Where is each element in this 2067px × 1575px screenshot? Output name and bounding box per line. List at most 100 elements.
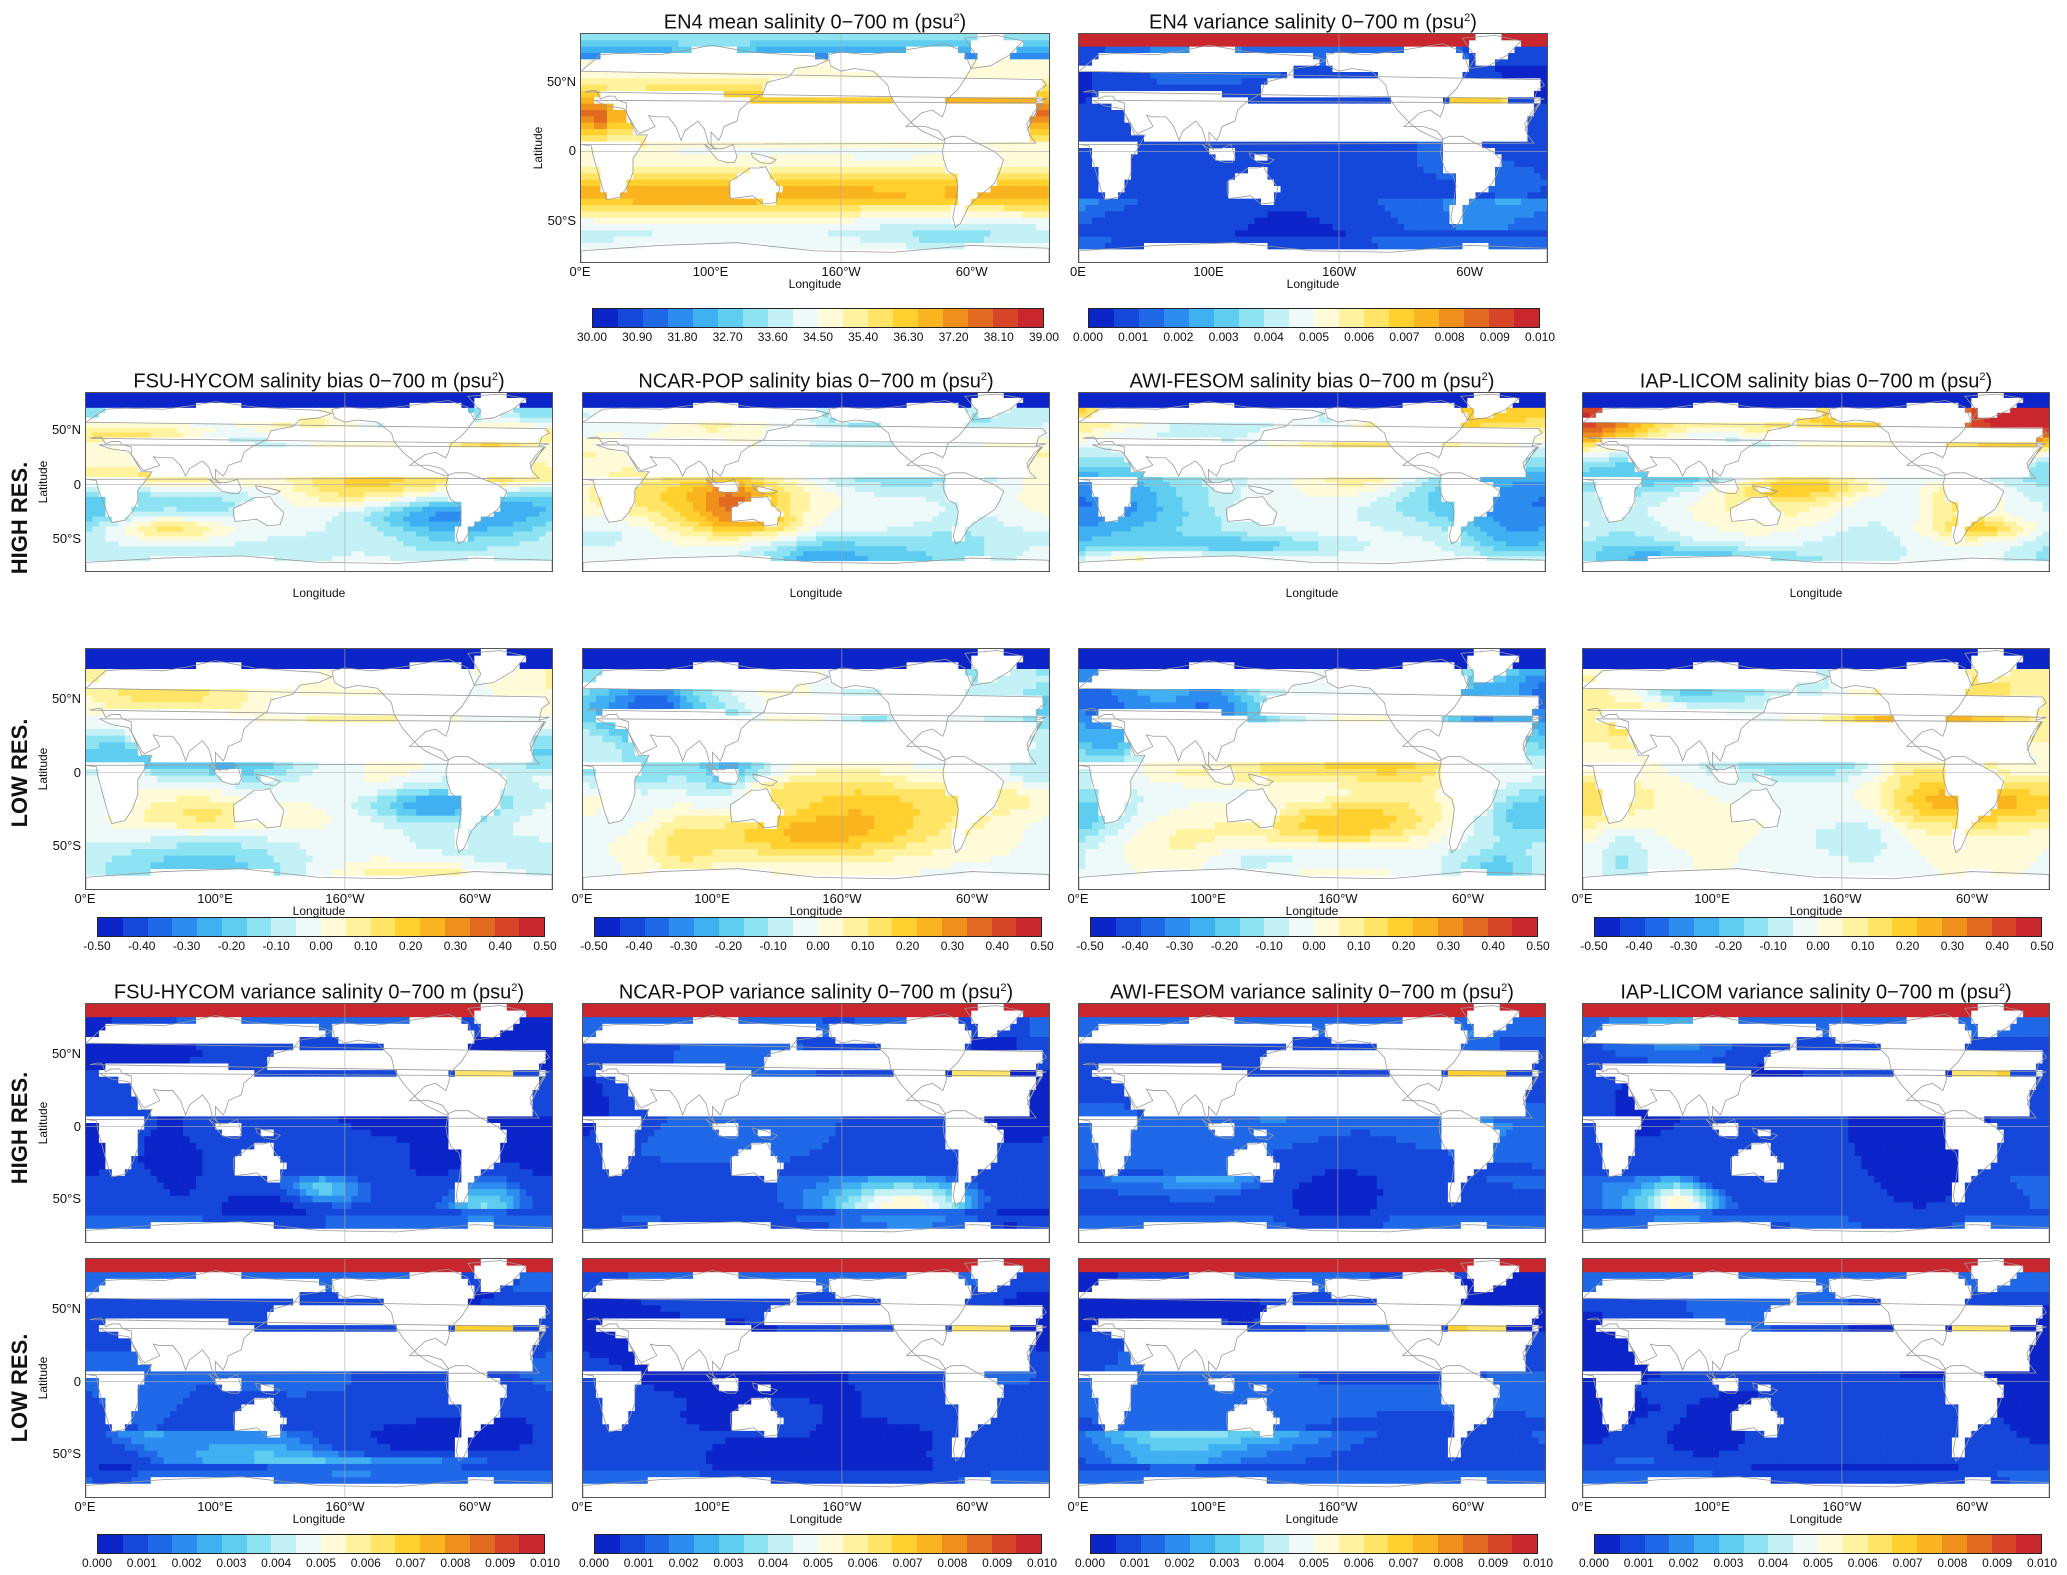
colorbar-swatch (147, 1535, 173, 1553)
lat-tick-label: 50°N (540, 74, 576, 89)
colorbar-swatch (1718, 918, 1744, 936)
colorbar-swatch (1619, 1535, 1645, 1553)
var-field-map (1583, 1259, 2049, 1497)
colorbar-swatch (1867, 1535, 1893, 1553)
colorbar-tick-label: 0.003 (216, 1556, 246, 1570)
var-field-map (583, 1004, 1049, 1242)
field-cells (583, 649, 1049, 889)
colorbar-swatch (1289, 918, 1315, 936)
colorbar-swatch (172, 918, 198, 936)
colorbar-swatch (1140, 918, 1166, 936)
field-cells (581, 34, 1049, 262)
colorbar-swatch (1164, 309, 1189, 327)
bias-field-map (583, 393, 1049, 571)
colorbar-tick-label: 0.10 (851, 939, 874, 953)
panel-var-low-0: 50°N 0 50°S Latitude 0°E 100°E 160°W 60°W Longit… (25, 1230, 573, 1550)
colorbar-swatch (694, 918, 719, 936)
colorbar-swatch (1264, 918, 1290, 936)
panel-title-tail: ) (960, 12, 967, 34)
variance-title-0: FSU-HYCOM variance salinity 0−700 m (psu… (85, 975, 553, 1004)
colorbar-swatch (1489, 309, 1514, 327)
field-cells (583, 1259, 1049, 1497)
lon-tick-label: 100°E (185, 892, 245, 906)
panel-title-sup: 2 (1999, 982, 2005, 994)
var-field-map (1079, 34, 1547, 262)
colorbar-tick-label: 0.008 (440, 1556, 470, 1570)
map-frame (582, 648, 1050, 890)
colorbar-swatch (271, 918, 297, 936)
panel-var-low-2: 0°E 100°E 160°W 60°W Longitude (1018, 1230, 1566, 1550)
colorbar-swatch (1619, 918, 1645, 936)
colorbar-swatch (122, 918, 148, 936)
coastlines (86, 1260, 552, 1497)
grid-lines (1079, 1004, 1545, 1242)
colorbar-swatch (221, 1535, 247, 1553)
colorbar-swatch (1413, 918, 1438, 936)
colorbar-swatch (1768, 1535, 1794, 1553)
colorbar-swatch (1917, 1535, 1942, 1553)
colorbar-tick-label: 0.002 (1165, 1556, 1195, 1570)
panel-var-high-0: FSU-HYCOM variance salinity 0−700 m (psu… (25, 975, 573, 1295)
bias-field-map (1583, 649, 2049, 889)
colorbar-swatch (444, 918, 470, 936)
colorbar-swatch (395, 1535, 421, 1553)
colorbar-tick-label: -0.40 (625, 939, 652, 953)
colorbar-swatch (693, 309, 718, 327)
variance-title-3: IAP-LICOM variance salinity 0−700 m (psu… (1582, 975, 2050, 1004)
colorbar-swatch (1818, 918, 1843, 936)
colorbar-swatch (1364, 309, 1389, 327)
map-frame (85, 1003, 553, 1243)
panel-title-sup: 2 (953, 12, 959, 24)
lat-tick-label: 0 (45, 765, 81, 780)
colorbar-swatch (892, 918, 918, 936)
colorbar-swatch (991, 918, 1017, 936)
lon-tick-label: 160°W (1812, 892, 1872, 906)
map-frame (1582, 1258, 2050, 1498)
panel-title-tail: ) (2005, 982, 2012, 1004)
colorbar-tick-label: 0.002 (1669, 1556, 1699, 1570)
colorbar-tick-label: 0.30 (1941, 939, 1964, 953)
colorbar-swatch (1190, 1535, 1215, 1553)
lon-tick-label: 60°W (1942, 892, 2002, 906)
colorbar-tick-label: 0.009 (982, 1556, 1012, 1570)
colorbar-swatch (1768, 918, 1794, 936)
colorbar-bias-2-labels: -0.50 -0.40 -0.30 -0.20 -0.10 0.00 0.10 0.20 0.3… (1076, 939, 1549, 955)
colorbar-swatch (519, 918, 545, 936)
panel-title-text: AWI-FESOM variance salinity 0−700 m (psu (1110, 982, 1501, 1004)
colorbar-swatch (818, 309, 843, 327)
bias-field-map (86, 649, 552, 889)
field-cells (86, 649, 552, 889)
colorbar-swatch (1743, 1535, 1769, 1553)
colorbar-tick-label: 0.007 (1389, 330, 1419, 344)
colorbar-tick-label: -0.50 (580, 939, 607, 953)
panel-bias-high-3: IAP-LICOM salinity bias 0−700 m (psu2) Lo… (1522, 364, 2067, 624)
colorbar-variance-3 (1594, 1534, 2042, 1554)
panel-bias-low-3: 0°E 100°E 160°W 60°W Longitude (1522, 620, 2067, 942)
map-frame (85, 648, 553, 890)
colorbar-swatch (1966, 918, 1992, 936)
colorbar-swatch (743, 309, 768, 327)
en4-variance-title: EN4 variance salinity 0−700 m (psu2) (1078, 5, 1548, 34)
colorbar-swatch (1414, 309, 1439, 327)
colorbar-swatch (1595, 918, 1620, 936)
colorbar-swatch (1941, 918, 1967, 936)
lon-tick-label: 100°E (682, 892, 742, 906)
colorbar-tick-label: -0.20 (1211, 939, 1238, 953)
panel-bias-high-0: FSU-HYCOM salinity bias 0−700 m (psu2) 50… (25, 364, 573, 624)
field-cells (583, 1004, 1049, 1242)
colorbar-variance-1 (594, 1534, 1042, 1554)
colorbar-swatch (644, 1535, 670, 1553)
colorbar-tick-label: 0.008 (937, 1556, 967, 1570)
panel-title-text: NCAR-POP variance salinity 0−700 m (psu (619, 982, 1000, 1004)
mean-field-map (581, 34, 1049, 262)
colorbar-swatch (669, 918, 695, 936)
var-field-map (86, 1004, 552, 1242)
colorbar-tick-label: -0.50 (83, 939, 110, 953)
longitude-axis-label: Longitude (1766, 905, 1866, 918)
colorbar-swatch (1214, 918, 1240, 936)
colorbar-swatch (321, 918, 346, 936)
colorbar-tick-label: -0.50 (1076, 939, 1103, 953)
colorbar-tick-label: 0.50 (1030, 939, 1053, 953)
colorbar-swatch (1239, 918, 1265, 936)
colorbar-swatch (644, 918, 670, 936)
